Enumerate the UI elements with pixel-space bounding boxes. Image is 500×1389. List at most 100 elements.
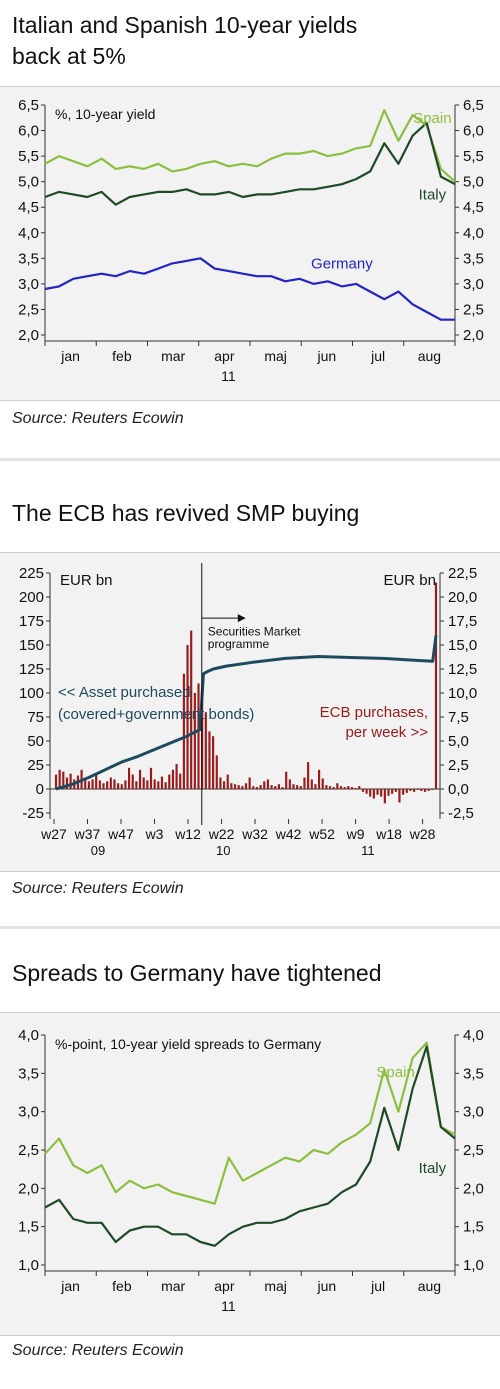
- panel-separator: [0, 458, 500, 461]
- spreads-chart: 1,0 1,0 1,5 1,5 2,0 2,0 2,5 2,5 3,0 3,0 3,5 3,5 4,0 4…: [18, 1027, 484, 1314]
- ecb-purchase-bar: [204, 712, 207, 789]
- ecb-purchase-bar: [303, 777, 306, 789]
- x-year-label: 11: [221, 368, 236, 384]
- ecb-purchase-bar: [409, 789, 412, 791]
- ecb-purchase-bar: [160, 776, 164, 789]
- ecb-purchase-bar: [142, 777, 145, 789]
- y-tick-label: 225: [19, 565, 44, 582]
- y-tick-label: 175: [19, 613, 44, 630]
- series-label-germany: Germany: [311, 256, 373, 273]
- y-tick-label-right: 7,5: [448, 709, 469, 726]
- y-tick-label: 100: [19, 685, 44, 702]
- series-line-spain: [44, 109, 456, 183]
- ecb-purchase-bar: [219, 777, 222, 789]
- ecb-annotation-2: per week >>: [345, 724, 428, 741]
- ecb-purchase-bar: [398, 789, 401, 803]
- y-tick-label-right: 2,5: [463, 301, 484, 318]
- right-unit-label: EUR bn: [383, 572, 436, 589]
- y-tick-label: 150: [19, 637, 44, 654]
- ecb-purchase-bar: [296, 785, 299, 789]
- panel-title: The ECB has revived SMP buying: [12, 498, 359, 529]
- panel-ecb: The ECB has revived SMP buying -25 0 25 50 7…: [0, 470, 500, 920]
- ecb-purchase-bar: [95, 773, 98, 789]
- series-line-germany: [44, 257, 455, 321]
- ecb-purchase-bar: [215, 755, 218, 789]
- ecb-purchase-bar: [127, 767, 131, 789]
- ecb-purchase-bar: [266, 779, 270, 789]
- y-tick-label-right: 5,0: [463, 174, 484, 191]
- ecb-purchase-bar: [149, 767, 153, 789]
- y-tick-label-right: 17,5: [448, 613, 477, 630]
- x-tick-label: jun: [317, 1278, 337, 1294]
- x-tick-label: mar: [161, 348, 185, 364]
- x-tick-label: feb: [112, 348, 132, 364]
- x-tick-label: maj: [264, 1278, 287, 1294]
- ecb-purchase-bar: [117, 783, 120, 789]
- ecb-purchase-bar: [277, 784, 280, 789]
- ecb-purchase-bar: [186, 645, 189, 789]
- y-tick-label-right: -2,5: [448, 805, 474, 822]
- x-year-label: 11: [361, 843, 375, 858]
- y-tick-label-right: 1,0: [463, 1257, 484, 1274]
- x-year-label: 09: [91, 843, 105, 858]
- y-tick-label-right: 2,0: [463, 327, 484, 344]
- ecb-purchase-bar: [69, 773, 72, 789]
- y-tick-label: 6,0: [18, 123, 39, 140]
- chart-area: -25 0 25 50 75 100 125 150 175 200 225 -2,5 0,0 2,5 5,…: [0, 552, 500, 872]
- ecb-purchase-bar: [131, 774, 134, 789]
- ecb-purchase-bar: [230, 783, 233, 789]
- ecb-purchase-bar: [285, 771, 288, 789]
- ecb-purchase-bar: [222, 781, 226, 789]
- ecb-purchase-bar: [175, 764, 178, 789]
- x-tick-label: aug: [418, 1278, 441, 1294]
- x-tick-label: w37: [74, 826, 101, 842]
- y-tick-label: 5,0: [18, 174, 39, 191]
- y-tick-label-right: 5,5: [463, 148, 484, 165]
- y-tick-label-right: 15,0: [448, 637, 477, 654]
- panel-yields: Italian and Spanish 10-year yields back …: [0, 0, 500, 450]
- ecb-purchase-bar: [402, 789, 405, 795]
- ecb-purchase-bar: [416, 789, 419, 790]
- ecb-purchase-bar: [431, 789, 434, 790]
- x-tick-label: apr: [214, 1278, 235, 1294]
- y-tick-label-right: 12,5: [448, 661, 477, 678]
- source-note: Source: Reuters Ecowin: [12, 880, 184, 897]
- ecb-purchase-bar: [109, 777, 112, 789]
- x-tick-label: w28: [409, 826, 436, 842]
- ecb-purchase-bar: [98, 780, 101, 789]
- x-tick-label: feb: [112, 1278, 132, 1294]
- y-tick-label: 3,0: [18, 1104, 39, 1121]
- left-unit-label: EUR bn: [60, 572, 113, 589]
- chart-area: 2,0 2,0 2,5 2,5 3,0 3,0 3,5 3,5 4,0 4,0 4,5 4,5 5,0 5…: [0, 86, 500, 401]
- ecb-purchase-bar: [369, 789, 372, 797]
- ecb-purchase-bar: [252, 786, 255, 789]
- ecb-purchase-bar: [391, 789, 394, 794]
- ecb-purchase-bar: [394, 789, 397, 792]
- y-tick-label-right: 2,0: [463, 1180, 484, 1197]
- y-tick-label-right: 2,5: [448, 757, 469, 774]
- y-tick-label: 125: [19, 661, 44, 678]
- ecb-purchase-bar: [65, 777, 69, 789]
- ecb-purchase-bar: [387, 789, 390, 796]
- ecb-purchase-bar: [153, 779, 156, 789]
- ecb-purchase-bar: [237, 785, 240, 789]
- x-tick-label: w18: [375, 826, 402, 842]
- x-tick-label: maj: [264, 348, 287, 364]
- y-tick-label-right: 20,0: [448, 589, 477, 606]
- panel-title: Spreads to Germany have tightened: [12, 958, 382, 989]
- y-tick-label-right: 5,0: [448, 733, 469, 750]
- ecb-purchase-bar: [372, 789, 375, 799]
- y-tick-label: 1,5: [18, 1219, 39, 1236]
- ecb-purchase-bar: [106, 781, 109, 789]
- ecb-purchase-bar: [354, 788, 357, 789]
- x-tick-label: w27: [40, 826, 67, 842]
- smp-annotation: Securities Market: [208, 624, 301, 638]
- y-tick-label-right: 3,5: [463, 250, 484, 267]
- ecb-purchase-bar: [317, 769, 321, 789]
- y-tick-label: 4,0: [18, 225, 39, 242]
- y-tick-label: 0: [36, 781, 44, 798]
- x-year-label: 11: [221, 1298, 236, 1314]
- ecb-purchase-bar: [190, 630, 193, 789]
- ecb-purchase-bar: [179, 773, 182, 789]
- panel-spreads: Spreads to Germany have tightened 1,0 1,0…: [0, 936, 500, 1389]
